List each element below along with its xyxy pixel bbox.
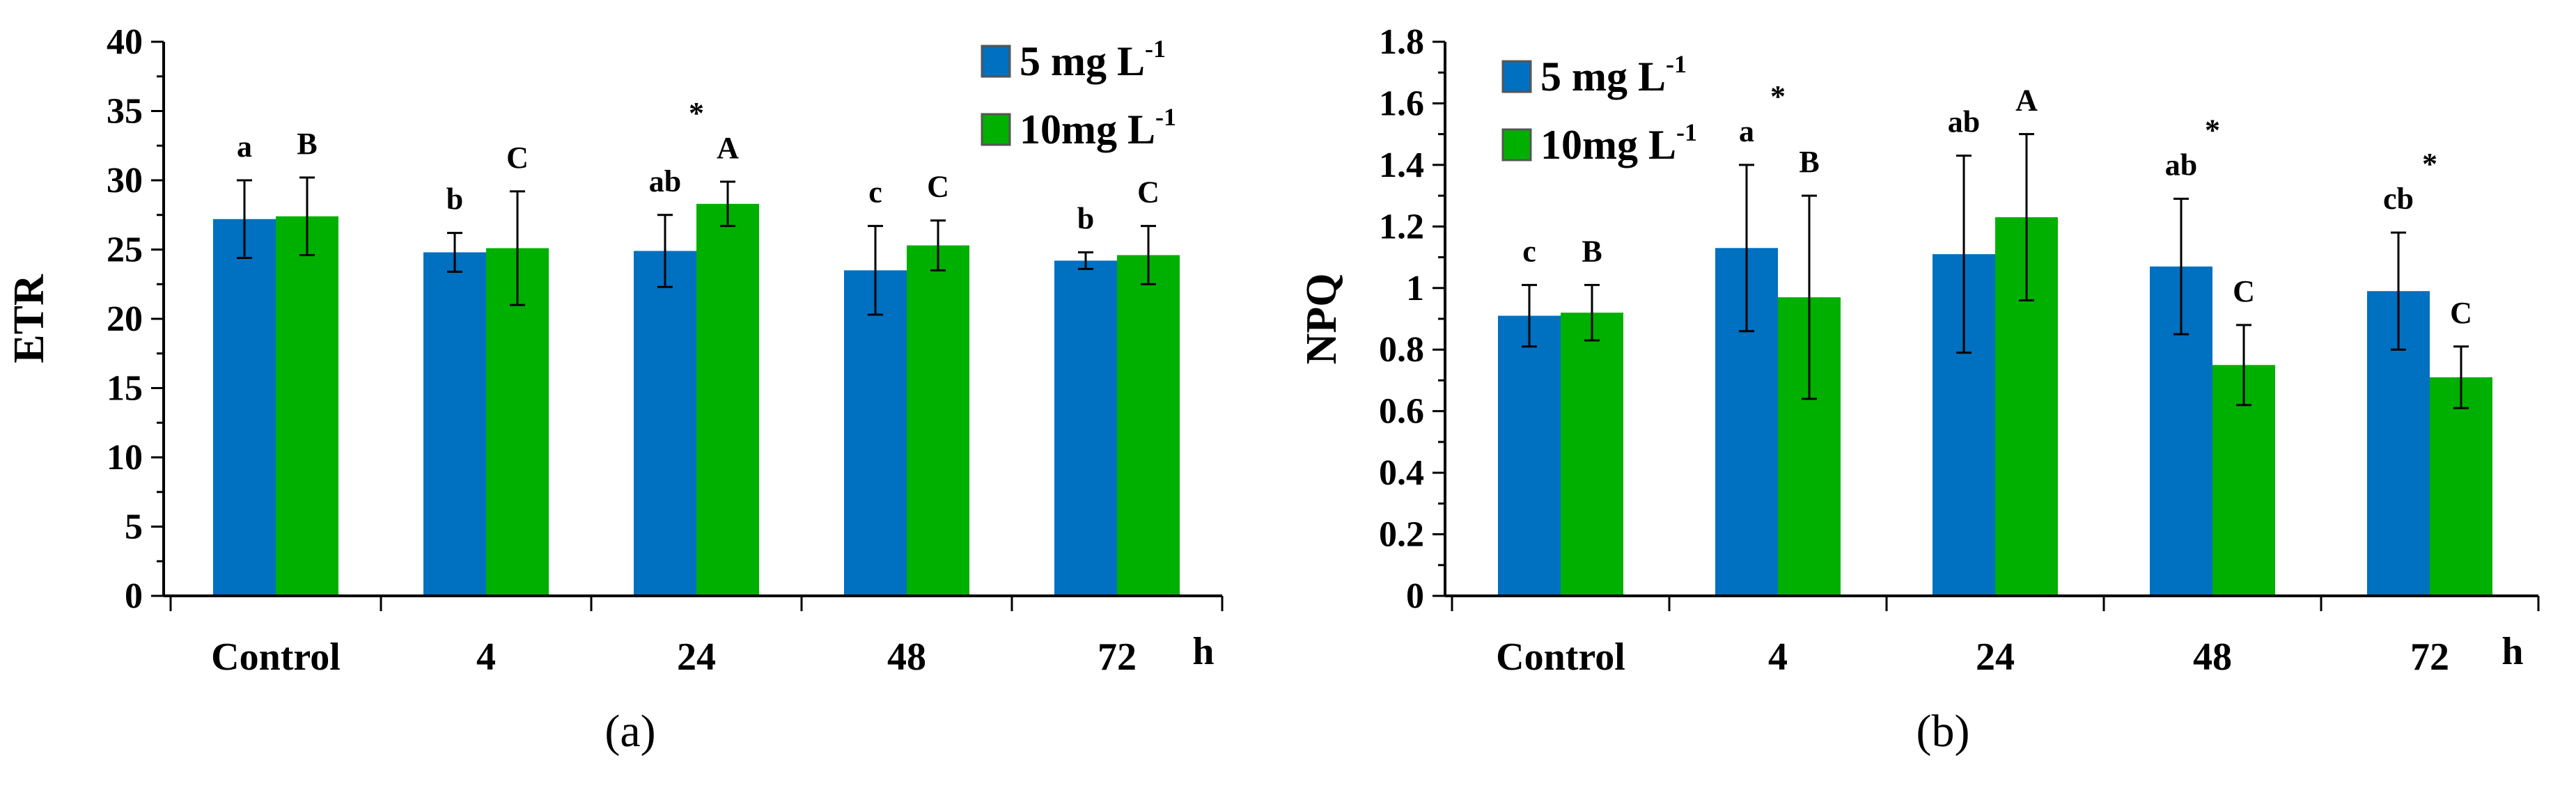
legend-label: 10mg L-1 — [1540, 118, 1697, 168]
significance-label: b — [446, 182, 463, 216]
significance-label: C — [1137, 175, 1160, 210]
x-axis-unit: h — [1192, 630, 1214, 673]
significance-label: C — [927, 170, 949, 204]
y-tick-label: 35 — [107, 92, 143, 132]
significance-label: cb — [2383, 182, 2414, 216]
legend-label: 10mg L-1 — [1020, 103, 1176, 152]
significance-star: * — [2205, 113, 2220, 148]
x-tick-label: 24 — [1976, 636, 2015, 679]
significance-label: c — [868, 175, 882, 210]
significance-label: B — [1799, 145, 1819, 179]
significance-label: b — [1077, 201, 1094, 235]
chart-panel-a: a B Control b C 4 ab A * 24 c C 48 b C 72 0 5 10 15 20 25 30 35… — [6, 22, 1224, 757]
x-tick-label: 72 — [1098, 636, 1137, 679]
significance-label: B — [297, 127, 317, 161]
bar-low-dose-4 — [423, 252, 486, 596]
x-axis-unit: h — [2501, 630, 2523, 673]
bar-high-dose-24 — [696, 203, 759, 597]
bar-low-dose-72 — [1054, 260, 1117, 596]
chart-panel-b: c B Control a B * 4 ab A 24 ab C * 48 cb C * 72 0 0.2 0.4 0.6… — [1298, 22, 2540, 757]
x-tick-label: 4 — [476, 636, 496, 679]
y-tick-label: 1.6 — [1379, 84, 1424, 123]
legend-name: 5 mg L — [1020, 38, 1145, 84]
significance-label: A — [717, 131, 739, 165]
legend-swatch-high-dose — [981, 113, 1011, 146]
panel-label: (b) — [1917, 706, 1970, 757]
y-tick-label: 1.8 — [1379, 22, 1424, 62]
bar-low-dose-control — [213, 219, 276, 597]
y-tick-label: 0.2 — [1379, 515, 1424, 555]
y-tick-label: 25 — [107, 230, 143, 270]
panel-label: (a) — [604, 706, 655, 757]
legend-name: 5 mg L — [1540, 54, 1666, 100]
significance-label: a — [237, 129, 252, 164]
x-tick-label: 48 — [2193, 636, 2232, 679]
y-tick-label: 10 — [107, 438, 143, 478]
legend-name: 10mg L — [1020, 107, 1155, 152]
legend-superscript: -1 — [1676, 118, 1697, 146]
bar-low-dose-48 — [844, 270, 907, 596]
legend-name: 10mg L — [1540, 122, 1676, 168]
x-tick-label: 72 — [2410, 636, 2449, 679]
significance-label: C — [2233, 274, 2255, 308]
bar-low-dose-control — [1498, 315, 1561, 596]
bar-high-dose-control — [276, 216, 338, 596]
y-tick-label: 0.6 — [1379, 392, 1424, 432]
significance-label: ab — [649, 164, 681, 198]
y-axis-title: NPQ — [1298, 274, 1345, 365]
legend-swatch-low-dose — [981, 45, 1011, 78]
significance-label: ab — [2165, 148, 2197, 182]
legend-superscript: -1 — [1666, 50, 1687, 78]
y-tick-label: 1.4 — [1379, 145, 1424, 185]
significance-label: c — [1522, 234, 1536, 268]
x-tick-label: Control — [1496, 636, 1625, 679]
y-tick-label: 30 — [107, 161, 143, 200]
legend-superscript: -1 — [1145, 35, 1166, 63]
significance-label: B — [1582, 234, 1602, 268]
significance-star: * — [1770, 79, 1786, 113]
legend-label: 5 mg L-1 — [1020, 35, 1166, 84]
y-tick-label: 0 — [125, 576, 143, 616]
x-tick-label: Control — [211, 636, 341, 679]
legend-label: 5 mg L-1 — [1540, 50, 1687, 100]
x-tick-label: 24 — [677, 636, 716, 679]
y-tick-label: 20 — [107, 299, 143, 339]
y-tick-label: 1.2 — [1379, 207, 1424, 246]
bar-high-dose-72 — [2430, 377, 2492, 596]
legend-swatch-low-dose — [1501, 60, 1532, 93]
y-tick-label: 0 — [1406, 576, 1424, 616]
significance-label: A — [2015, 84, 2038, 118]
y-tick-label: 5 — [125, 507, 143, 547]
legend-swatch-high-dose — [1501, 128, 1532, 161]
y-tick-label: 15 — [107, 369, 143, 409]
y-tick-label: 0.8 — [1379, 330, 1424, 370]
x-tick-label: 48 — [887, 636, 926, 679]
bar-high-dose-4 — [486, 248, 549, 596]
significance-label: C — [2450, 296, 2472, 330]
bar-high-dose-control — [1561, 313, 1623, 596]
y-axis-title: ETR — [6, 274, 53, 363]
bar-high-dose-72 — [1117, 255, 1180, 596]
significance-label: a — [1739, 114, 1754, 148]
legend-superscript: -1 — [1155, 103, 1176, 131]
x-tick-label: 4 — [1768, 636, 1788, 679]
y-tick-label: 40 — [107, 22, 143, 62]
y-tick-label: 0.4 — [1379, 453, 1424, 493]
significance-star: * — [689, 96, 704, 130]
y-tick-label: 1 — [1406, 269, 1424, 308]
significance-label: ab — [1948, 105, 1980, 139]
bar-low-dose-24 — [634, 251, 696, 596]
bar-high-dose-48 — [907, 245, 969, 596]
significance-label: C — [506, 141, 529, 175]
significance-star: * — [2422, 147, 2437, 181]
